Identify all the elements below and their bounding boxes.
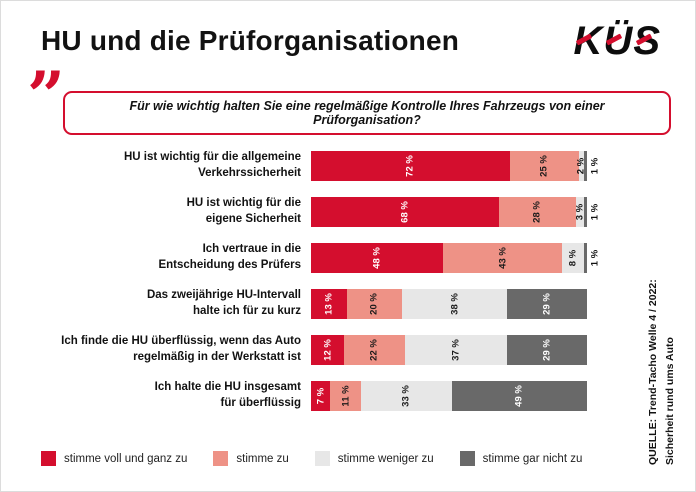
segment-value-label: 72 % — [404, 155, 416, 177]
category-label: Das zweijährige HU-Intervall halte ich fü… — [146, 289, 301, 317]
bar-segment-4 — [506, 335, 587, 365]
legend-swatch-4 — [459, 451, 475, 466]
legend-label: stimme zu — [236, 452, 289, 465]
bar-segment-1 — [311, 335, 345, 365]
segment-value-label: 29 % — [541, 339, 553, 361]
legend-swatch-1 — [41, 451, 56, 466]
segment-value-label: 13 % — [323, 293, 335, 315]
category-label: Ich finde die HU überflüssig, wenn das A… — [61, 335, 301, 363]
kues-logo: KÜS — [574, 21, 661, 61]
legend-label: stimme weniger zu — [337, 452, 434, 465]
stacked-bar: 72 % 25 % 2 % 1 % — [311, 151, 601, 181]
category-label: Ich halte die HU insgesamt für überflüssi… — [154, 381, 301, 409]
legend-item: stimme weniger zu — [314, 451, 434, 466]
source-note: QUELLE: Trend-Tacho Welle 4 / 2022: Sich… — [645, 253, 679, 465]
bar-segment-2 — [498, 197, 576, 227]
source-line-2: Sicherheit rund ums Auto — [664, 337, 677, 465]
bar-segment-1 — [311, 289, 347, 319]
segment-value-label: 1 % — [589, 249, 601, 267]
bar-segment-2 — [344, 335, 405, 365]
chart-row: HU ist wichtig für die allgemeine Verkehr… — [39, 143, 601, 189]
segment-value-label: 8 % — [567, 249, 579, 267]
bar-segment-2 — [346, 289, 403, 319]
category-label: HU ist wichtig für die eigene Sicherheit — [186, 197, 301, 225]
segment-value-label: 12 % — [322, 339, 334, 361]
bar-segment-4 — [451, 381, 587, 411]
legend-item: stimme gar nicht zu — [459, 451, 583, 466]
stacked-bar: 13 % 20 % 38 % 29 % — [311, 289, 587, 319]
chart-rows: HU ist wichtig für die allgemeine Verkehr… — [39, 143, 601, 419]
bar-segment-3 — [575, 197, 585, 227]
category-label: HU ist wichtig für die allgemeine Verkehr… — [123, 151, 301, 179]
segment-value-label: 38 % — [449, 293, 461, 315]
segment-value-label: 7 % — [315, 387, 327, 405]
question-box: Für wie wichtig halten Sie eine regelmäß… — [63, 91, 671, 135]
category-label: Ich vertraue in die Entscheidung des Prüf… — [158, 243, 301, 271]
segment-value-label: 33 % — [400, 385, 412, 407]
segment-value-label: 43 % — [497, 247, 509, 269]
bar-segment-1 — [311, 151, 510, 181]
segment-value-label: 37 % — [450, 339, 462, 361]
chart-row: Das zweijährige HU-Intervall halte ich fü… — [39, 281, 597, 327]
source-line-1: QUELLE: Trend-Tacho Welle 4 / 2022: — [647, 279, 660, 465]
bar-segment-3 — [360, 381, 452, 411]
bar-segment-3 — [402, 289, 507, 319]
legend-swatch-2 — [213, 451, 229, 466]
segment-value-label: 29 % — [541, 293, 553, 315]
segment-value-label: 11 % — [340, 385, 351, 407]
stacked-bar: 68 % 28 % 3 % 1 % — [311, 197, 601, 227]
chart-row: HU ist wichtig für die eigene Sicherheit 6… — [39, 189, 601, 235]
segment-value-label: 20 % — [368, 293, 380, 315]
stacked-bar: 12 % 22 % 37 % 29 % — [311, 335, 587, 365]
chart-row: Ich halte die HU insgesamt für überflüssi… — [39, 373, 597, 419]
segment-value-label: 68 % — [399, 201, 411, 223]
bar-segment-4 — [584, 197, 587, 227]
bar-segment-3 — [578, 151, 585, 181]
bar-segment-1 — [311, 197, 499, 227]
segment-value-label: 48 % — [371, 247, 383, 269]
quote-mark-icon: ” — [27, 57, 65, 135]
bar-segment-4 — [584, 243, 587, 273]
segment-value-label: 1 % — [589, 157, 601, 175]
segment-value-label: 22 % — [368, 339, 380, 361]
bar-segment-1 — [311, 243, 444, 273]
bar-segment-2 — [509, 151, 579, 181]
legend-item: stimme zu — [213, 451, 289, 466]
segment-value-label: 49 % — [513, 385, 525, 407]
kues-logo-text: KÜS — [573, 19, 661, 63]
segment-value-label: 28 % — [531, 201, 543, 223]
page-title: HU und die Prüforganisationen — [41, 25, 460, 56]
stacked-bar: 7 % 11 % 33 % 49 % — [311, 381, 587, 411]
bar-segment-3 — [562, 243, 585, 273]
bar-segment-3 — [404, 335, 507, 365]
bar-segment-4 — [584, 151, 587, 181]
legend-item: stimme voll und ganz zu — [41, 451, 187, 466]
legend-swatch-3 — [314, 451, 330, 466]
chart-row: Ich vertraue in die Entscheidung des Prüf… — [39, 235, 601, 281]
chart-legend: stimme voll und ganz zu stimme zu stimme… — [41, 451, 582, 466]
question-text: Für wie wichtig halten Sie eine regelmäß… — [129, 99, 605, 127]
chart-row: Ich finde die HU überflüssig, wenn das A… — [39, 327, 597, 373]
stacked-bar: 48 % 43 % 8 % 1 % — [311, 243, 601, 273]
legend-label: stimme gar nicht zu — [482, 452, 583, 465]
bar-segment-1 — [311, 381, 331, 411]
legend-label: stimme voll und ganz zu — [64, 452, 188, 465]
bar-segment-2 — [330, 381, 361, 411]
segment-value-label: 25 % — [538, 155, 550, 177]
bar-segment-2 — [443, 243, 563, 273]
segment-value-label: 1 % — [589, 203, 601, 221]
bar-segment-4 — [506, 289, 587, 319]
